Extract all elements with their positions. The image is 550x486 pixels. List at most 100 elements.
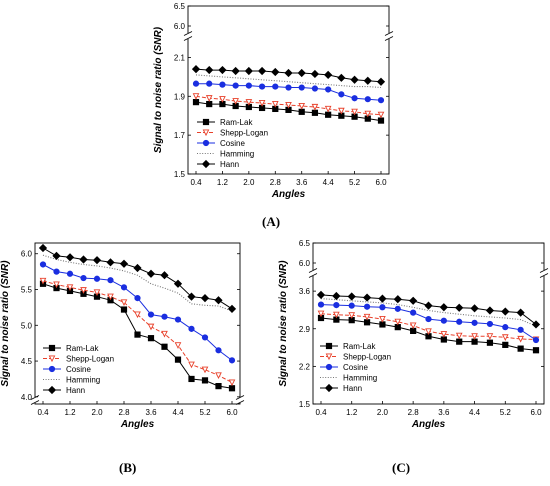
- data-point: [134, 331, 141, 338]
- data-point: [363, 76, 372, 85]
- data-point: [517, 326, 524, 333]
- data-point: [206, 100, 213, 108]
- y-tick-label: 1.9: [174, 92, 186, 101]
- data-point: [363, 303, 371, 310]
- data-point: [93, 289, 101, 296]
- y-tick-label: 1.5: [174, 170, 186, 179]
- data-point: [188, 361, 195, 369]
- data-point: [338, 91, 345, 98]
- y-tick-label: 1.5: [299, 400, 311, 409]
- axis-break-mark: [183, 31, 193, 36]
- data-point: [311, 109, 319, 116]
- axis-break-mark: [183, 36, 193, 41]
- data-point: [377, 111, 385, 119]
- data-point: [106, 258, 115, 267]
- axis-break-gap: [236, 397, 244, 403]
- data-point: [284, 68, 293, 78]
- data-point: [218, 65, 227, 75]
- data-point: [486, 320, 494, 328]
- data-point: [350, 75, 359, 84]
- legend-marker: [48, 344, 56, 352]
- axis-break-gap: [309, 270, 317, 276]
- data-point: [470, 304, 479, 313]
- y-tick-label: 4.0: [21, 393, 33, 402]
- data-point: [215, 347, 222, 354]
- data-point: [53, 268, 60, 275]
- data-point: [160, 271, 169, 280]
- legend-marker: [325, 342, 333, 350]
- data-point: [440, 317, 447, 324]
- data-point: [364, 96, 371, 103]
- y-tick-label: 2.1: [174, 53, 186, 62]
- data-point: [486, 333, 494, 340]
- data-point: [147, 335, 155, 342]
- x-tick-label: 4.4: [323, 178, 335, 187]
- data-point: [456, 318, 463, 325]
- panel-caption-a: (A): [262, 214, 281, 229]
- data-point: [311, 103, 319, 111]
- data-point: [333, 302, 340, 309]
- data-point: [205, 65, 214, 75]
- data-point: [192, 80, 200, 87]
- data-point: [379, 316, 386, 323]
- data-point: [227, 304, 237, 313]
- data-point: [215, 372, 222, 379]
- data-point: [174, 316, 182, 323]
- legend-marker: [48, 365, 56, 373]
- data-point: [532, 347, 540, 354]
- legend-label: Ram-Lak: [220, 118, 253, 127]
- data-point: [285, 101, 292, 109]
- data-point: [258, 100, 266, 107]
- x-axis-label: Angles: [411, 419, 446, 430]
- data-point: [228, 357, 236, 364]
- data-point: [409, 322, 417, 330]
- x-tick-label: 3.6: [145, 408, 157, 417]
- legend-marker: [325, 363, 333, 371]
- x-tick-label: 2.8: [408, 408, 420, 417]
- data-point: [377, 117, 385, 124]
- data-point: [80, 274, 87, 282]
- data-point: [79, 255, 88, 264]
- y-tick-label: 4.5: [21, 357, 33, 366]
- data-point: [188, 325, 195, 332]
- y-tick-label: 2.2: [299, 362, 311, 371]
- series-shepp-logan: [39, 277, 236, 387]
- x-tick-label: 0.4: [315, 408, 327, 417]
- data-point: [245, 82, 252, 89]
- data-point: [364, 110, 372, 118]
- data-point: [394, 305, 401, 312]
- data-point: [38, 243, 48, 253]
- data-point: [297, 68, 306, 78]
- data-point: [471, 333, 478, 340]
- axis-break-gap: [385, 33, 393, 39]
- axis-break-mark: [539, 273, 549, 278]
- plot-frame: [312, 242, 545, 405]
- axis-break-mark: [539, 268, 549, 273]
- data-point: [174, 342, 182, 349]
- data-point: [439, 303, 448, 312]
- data-point: [517, 335, 524, 343]
- y-tick-label: 6.5: [174, 2, 186, 11]
- chart-panel-2: 4.0 4.5 5.0 5.5 6.0 0.4 1.2 2.0 2.8 3.6 4.4 5.2 6.0 A…: [0, 242, 245, 430]
- legend-label: Hamming: [66, 376, 100, 385]
- data-point: [348, 312, 356, 319]
- axis-break-mark: [30, 395, 40, 400]
- axis-break-gap: [184, 33, 192, 39]
- legend-marker: [202, 139, 210, 147]
- data-point: [206, 80, 213, 87]
- data-point: [517, 345, 524, 352]
- x-tick-label: 2.0: [377, 408, 389, 417]
- data-point: [348, 302, 355, 309]
- data-point: [425, 315, 432, 323]
- data-point: [310, 69, 320, 79]
- axis-break-mark: [384, 36, 394, 41]
- y-tick-label: 6.0: [174, 22, 186, 31]
- data-point: [66, 284, 74, 291]
- legend-label: Hamming: [343, 374, 377, 383]
- data-point: [120, 284, 128, 291]
- legend-label: Hann: [343, 384, 362, 393]
- data-point: [232, 82, 239, 89]
- data-point: [311, 85, 319, 92]
- data-point: [191, 64, 201, 74]
